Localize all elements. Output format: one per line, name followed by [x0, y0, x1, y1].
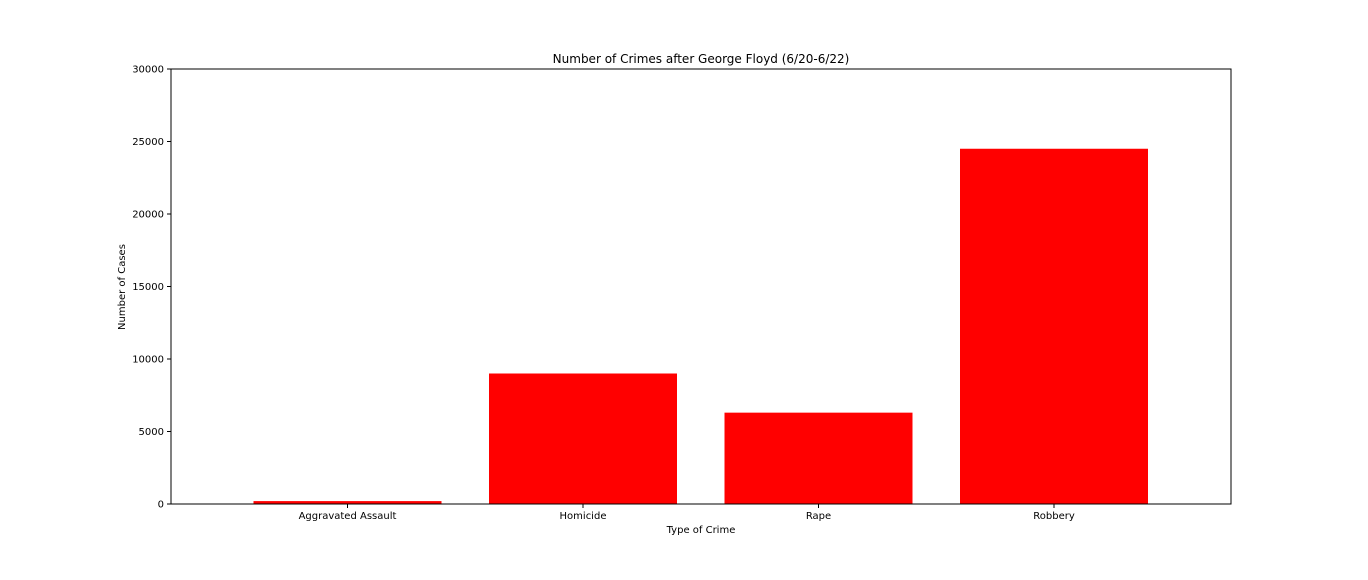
bar-rape	[724, 412, 913, 504]
bar-homicide	[489, 373, 677, 504]
x-axis-title: Type of Crime	[666, 525, 736, 536]
y-tick-label: 20000	[132, 210, 164, 221]
y-axis-title: Number of Cases	[117, 244, 128, 330]
x-tick-label: Homicide	[560, 511, 607, 522]
x-tick-label: Robbery	[1033, 511, 1075, 522]
x-tick-label: Aggravated Assault	[299, 511, 397, 522]
bars-layer	[253, 148, 1148, 504]
bar-aggravated-assault	[253, 501, 442, 504]
y-tick-label: 30000	[132, 65, 164, 76]
y-tick-label: 10000	[132, 355, 164, 366]
x-tick-label: Rape	[806, 511, 831, 522]
y-tick-label: 0	[158, 500, 164, 511]
chart-title: Number of Crimes after George Floyd (6/2…	[553, 52, 850, 66]
y-axis: 0 5000 10000 15000 20000 25000 30000	[132, 65, 171, 511]
y-tick-label: 25000	[132, 137, 164, 148]
x-axis: Aggravated Assault Homicide Rape Robbery	[299, 504, 1075, 522]
y-tick-label: 5000	[139, 427, 164, 438]
y-tick-label: 15000	[132, 282, 164, 293]
bar-robbery	[960, 148, 1148, 504]
